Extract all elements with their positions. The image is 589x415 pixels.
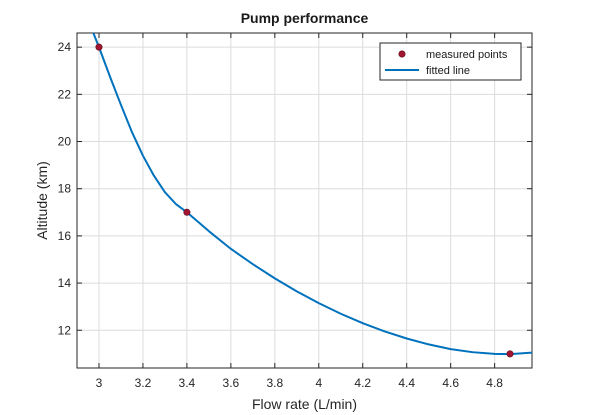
measured-point bbox=[506, 350, 514, 358]
x-tick-label: 4.6 bbox=[442, 376, 459, 390]
y-tick-label: 12 bbox=[58, 323, 72, 337]
y-tick-label: 22 bbox=[58, 87, 72, 101]
legend: measured points fitted line bbox=[379, 42, 522, 81]
measured-point bbox=[95, 43, 103, 51]
x-tick-label: 3.4 bbox=[179, 376, 196, 390]
fitted-line bbox=[92, 33, 532, 356]
x-tick-label: 3.2 bbox=[135, 376, 152, 390]
legend-marker-measured-points bbox=[398, 50, 406, 58]
x-tick-label: 4.8 bbox=[486, 376, 503, 390]
x-tick-label: 3.6 bbox=[223, 376, 240, 390]
y-tick-label: 14 bbox=[58, 276, 72, 290]
x-tick-label: 4.2 bbox=[354, 376, 371, 390]
series bbox=[92, 33, 532, 358]
y-tick-label: 24 bbox=[58, 40, 72, 54]
y-axis-label: Altitude (km) bbox=[34, 161, 50, 240]
y-tick-label: 16 bbox=[58, 229, 72, 243]
chart-title: Pump performance bbox=[241, 10, 369, 26]
x-tick-label: 3.8 bbox=[266, 376, 283, 390]
legend-label: measured points bbox=[426, 49, 508, 61]
ticks: 3 3.2 3.4 3.6 3.8 4 4.2 4.4 4.6 4.8 12 14 16 18 20 22 24 bbox=[58, 33, 532, 390]
grid bbox=[77, 33, 532, 368]
measured-point bbox=[183, 208, 191, 216]
x-tick-label: 3 bbox=[96, 376, 103, 390]
plot-frame bbox=[76, 32, 533, 369]
legend-box bbox=[379, 42, 522, 81]
x-tick-label: 4 bbox=[315, 376, 322, 390]
y-tick-label: 18 bbox=[58, 182, 72, 196]
x-axis-label: Flow rate (L/min) bbox=[252, 396, 357, 412]
y-tick-label: 20 bbox=[58, 135, 72, 149]
x-tick-label: 4.4 bbox=[398, 376, 415, 390]
legend-label: fitted line bbox=[426, 65, 470, 77]
